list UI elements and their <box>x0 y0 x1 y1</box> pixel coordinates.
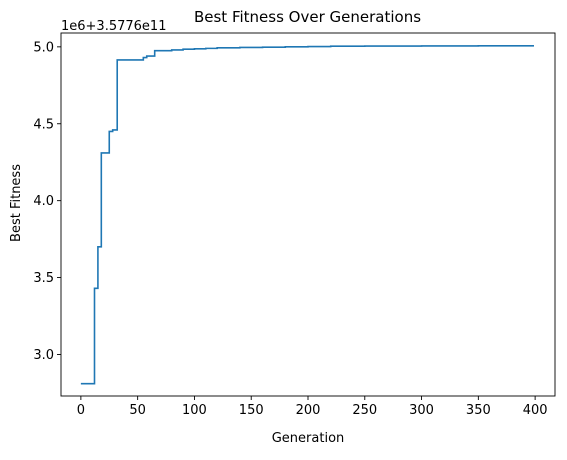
y-tick-label: 3.0 <box>33 348 54 363</box>
y-tick-label: 4.0 <box>33 194 54 209</box>
y-axis-label: Best Fitness <box>9 164 24 242</box>
x-axis-label: Generation <box>272 431 345 446</box>
x-tick-label: 300 <box>409 403 434 418</box>
y-tick-label: 4.5 <box>33 117 54 132</box>
x-tick-label: 400 <box>523 403 548 418</box>
y-tick-label: 3.5 <box>33 271 54 286</box>
x-tick-label: 150 <box>239 403 264 418</box>
y-axis-offset-label: 1e6+3.5776e11 <box>61 19 166 34</box>
x-tick-label: 50 <box>129 403 146 418</box>
plot-area: 0 50 100 150 200 250 300 350 400 3.0 3.5 4.0 4.5 5.0 <box>33 32 556 418</box>
x-tick-label: 350 <box>466 403 491 418</box>
x-tick-label: 250 <box>352 403 377 418</box>
x-tick-label: 100 <box>182 403 207 418</box>
y-tick-label: 5.0 <box>33 40 54 55</box>
chart-title: Best Fitness Over Generations <box>194 8 421 26</box>
series-line-0 <box>80 44 534 385</box>
x-tick-label: 0 <box>77 403 85 418</box>
x-tick-label: 200 <box>296 403 321 418</box>
